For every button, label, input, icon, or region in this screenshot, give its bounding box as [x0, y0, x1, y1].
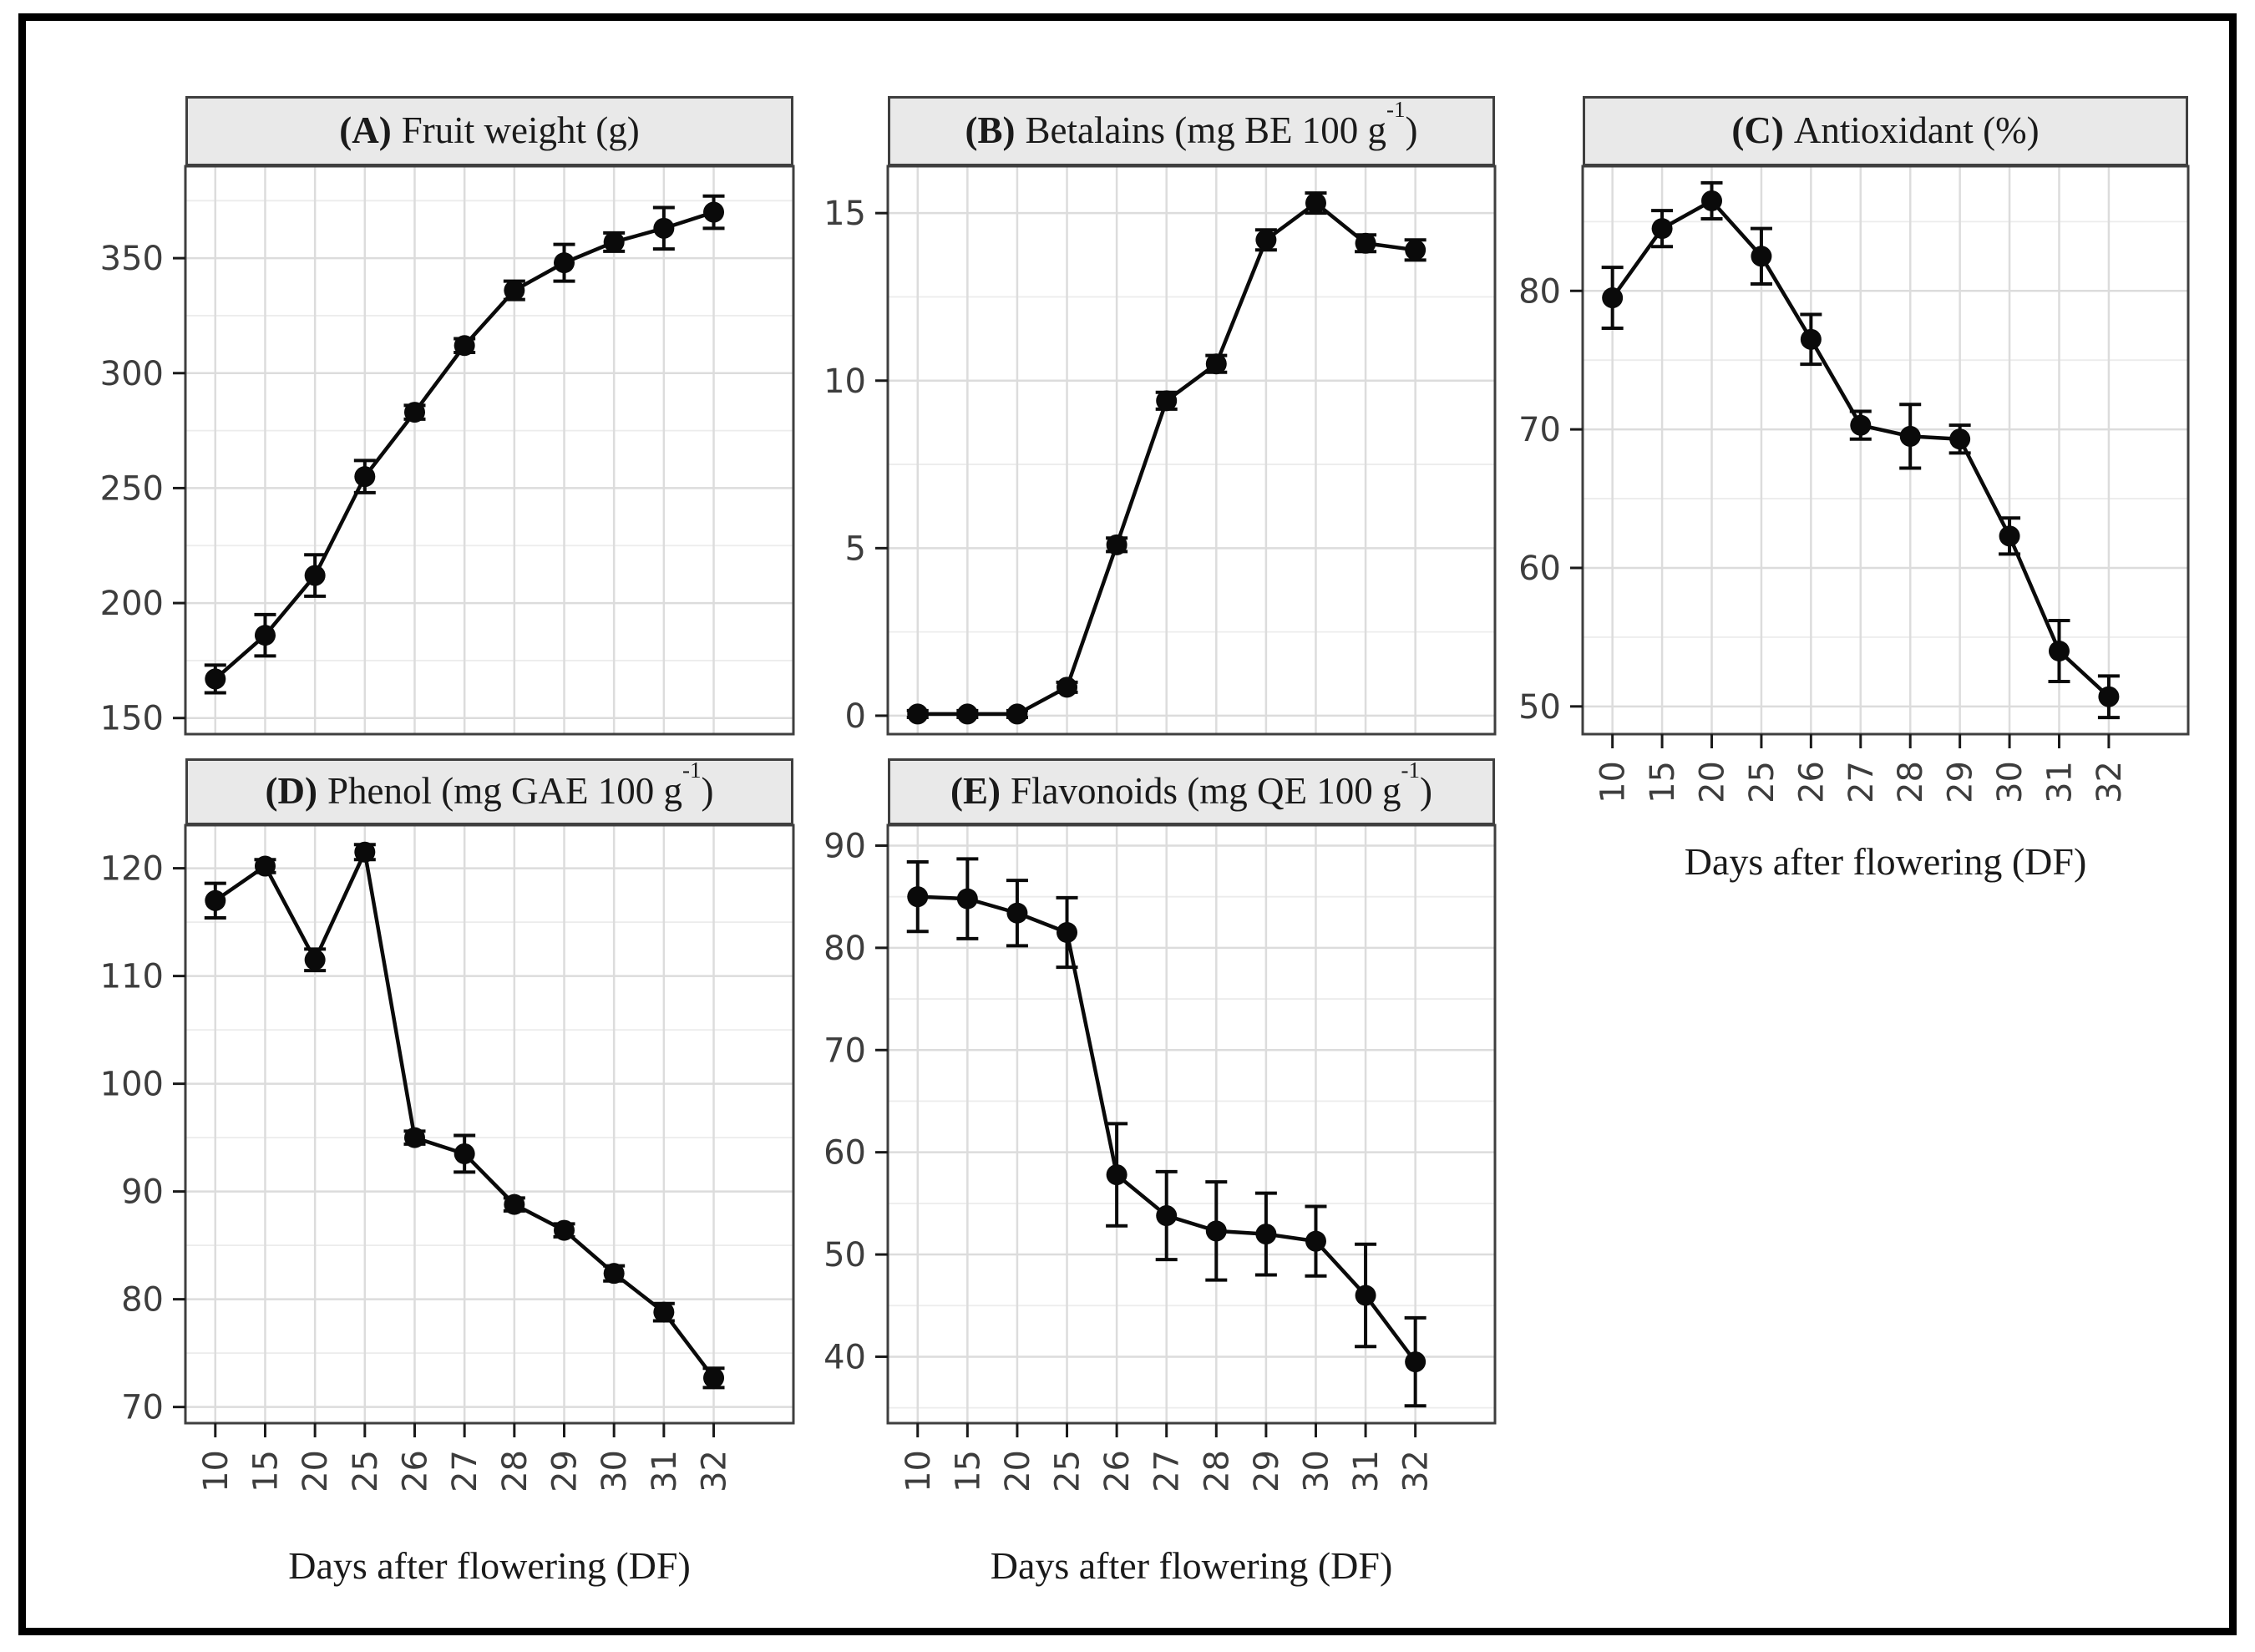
- panel-b-title-strip: (B) Betalains (mg BE 100 g-1): [888, 96, 1495, 166]
- svg-text:250: 250: [100, 469, 164, 508]
- svg-text:28: 28: [1892, 761, 1930, 803]
- svg-text:31: 31: [646, 1450, 684, 1492]
- svg-text:20: 20: [296, 1450, 335, 1492]
- svg-text:25: 25: [1049, 1450, 1087, 1492]
- panel-e-title-superscript: -1: [1401, 758, 1421, 783]
- svg-text:300: 300: [100, 355, 164, 393]
- svg-text:40: 40: [823, 1338, 866, 1376]
- panel-d-title-prefix: (D): [265, 770, 317, 812]
- panel-a-title-prefix: (A): [339, 109, 392, 151]
- panel-e-chart: 40 50 60 70 80 90 10 15 20 25 26 27 28 29 30 31 32: [823, 823, 1497, 1492]
- panel-c-xaxis-title: Days after flowering (DF): [1684, 840, 2087, 883]
- panel-d-chart: 70 80 90 100 110 120 10 15 20 25 26 27 28 29 30 31 32: [100, 823, 795, 1492]
- panel-b-title-suffix: ): [1405, 109, 1418, 151]
- svg-text:150: 150: [100, 700, 164, 738]
- panel-d-title-strip: (D) Phenol (mg GAE 100 g-1): [185, 758, 793, 825]
- svg-text:26: 26: [396, 1450, 434, 1492]
- svg-text:29: 29: [1248, 1450, 1286, 1492]
- svg-text:110: 110: [100, 958, 164, 996]
- svg-text:80: 80: [823, 930, 866, 968]
- svg-text:80: 80: [1518, 272, 1561, 311]
- svg-text:70: 70: [1518, 411, 1561, 449]
- panel-e-title-strip: (E) Flavonoids (mg QE 100 g-1): [888, 758, 1495, 825]
- panel-e-xaxis-title: Days after flowering (DF): [990, 1544, 1393, 1587]
- svg-text:10: 10: [823, 362, 866, 401]
- svg-text:20: 20: [999, 1450, 1037, 1492]
- svg-text:200: 200: [100, 585, 164, 623]
- svg-text:15: 15: [949, 1450, 987, 1492]
- svg-text:31: 31: [1347, 1450, 1386, 1492]
- svg-text:10: 10: [197, 1450, 236, 1492]
- panel-a-title-strip: (A) Fruit weight (g): [185, 96, 793, 166]
- svg-text:10: 10: [1594, 761, 1633, 803]
- svg-text:30: 30: [1297, 1450, 1335, 1492]
- panel-d-title-suffix: ): [701, 770, 714, 812]
- svg-text:10: 10: [899, 1450, 938, 1492]
- svg-text:15: 15: [1644, 761, 1682, 803]
- panel-e-title-text: Flavonoids (mg QE 100 g: [1011, 770, 1401, 812]
- panel-d-xaxis-title: Days after flowering (DF): [288, 1544, 691, 1587]
- panel-b-title-prefix: (B): [965, 109, 1016, 151]
- svg-text:50: 50: [1518, 688, 1561, 727]
- panel-c-chart: 50 60 70 80 10 15 20 25 26 27 28 29 30 31 32: [1518, 165, 2190, 803]
- svg-text:70: 70: [823, 1031, 866, 1070]
- svg-text:32: 32: [696, 1450, 734, 1492]
- svg-text:5: 5: [845, 530, 866, 568]
- panel-a-title-text: Fruit weight (g): [401, 109, 640, 151]
- svg-text:70: 70: [121, 1389, 164, 1427]
- svg-text:20: 20: [1694, 761, 1732, 803]
- svg-text:50: 50: [823, 1236, 866, 1274]
- svg-text:80: 80: [121, 1281, 164, 1320]
- svg-text:100: 100: [100, 1066, 164, 1104]
- svg-text:26: 26: [1098, 1450, 1137, 1492]
- panel-c-title-prefix: (C): [1731, 109, 1784, 151]
- svg-text:30: 30: [595, 1450, 634, 1492]
- svg-text:26: 26: [1792, 761, 1831, 803]
- panel-c-title-strip: (C) Antioxidant (%): [1583, 96, 2188, 166]
- panel-a-chart: 150 200 250 300 350: [100, 165, 795, 738]
- svg-text:25: 25: [347, 1450, 385, 1492]
- svg-text:28: 28: [496, 1450, 535, 1492]
- panel-b-title-text: Betalains (mg BE 100 g: [1025, 109, 1386, 151]
- svg-text:60: 60: [823, 1134, 866, 1173]
- panel-b-title-superscript: -1: [1386, 97, 1406, 122]
- panel-d-title-text: Phenol (mg GAE 100 g: [327, 770, 682, 812]
- svg-text:29: 29: [546, 1450, 585, 1492]
- panel-e-title-suffix: ): [1420, 770, 1432, 812]
- svg-text:90: 90: [823, 827, 866, 865]
- svg-text:0: 0: [845, 697, 866, 736]
- svg-text:30: 30: [1991, 761, 2030, 803]
- svg-text:29: 29: [1942, 761, 1980, 803]
- svg-text:27: 27: [446, 1450, 484, 1492]
- svg-text:25: 25: [1743, 761, 1781, 803]
- panel-d-title-superscript: -1: [682, 758, 702, 783]
- svg-text:90: 90: [121, 1173, 164, 1212]
- svg-text:27: 27: [1842, 761, 1881, 803]
- panel-c-title-text: Antioxidant (%): [1793, 109, 2040, 151]
- svg-text:60: 60: [1518, 550, 1561, 588]
- panel-b-chart: 0 5 10 15: [823, 165, 1497, 736]
- svg-text:31: 31: [2040, 761, 2079, 803]
- svg-text:28: 28: [1198, 1450, 1236, 1492]
- svg-text:32: 32: [1397, 1450, 1436, 1492]
- svg-text:350: 350: [100, 240, 164, 278]
- svg-text:15: 15: [246, 1450, 285, 1492]
- svg-text:15: 15: [823, 195, 866, 233]
- svg-text:27: 27: [1148, 1450, 1187, 1492]
- svg-text:120: 120: [100, 850, 164, 889]
- panel-e-title-prefix: (E): [950, 770, 1001, 812]
- svg-text:32: 32: [2090, 761, 2129, 803]
